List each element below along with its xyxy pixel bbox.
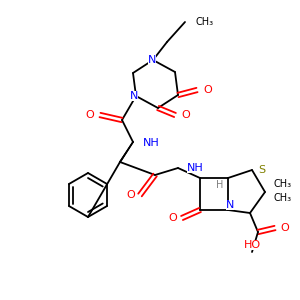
Text: N: N xyxy=(226,200,234,210)
Text: CH₃: CH₃ xyxy=(273,193,291,203)
Text: N: N xyxy=(130,91,138,101)
Text: O: O xyxy=(168,213,177,223)
Text: H: H xyxy=(216,180,224,190)
Text: O: O xyxy=(85,110,94,120)
Text: CH₃: CH₃ xyxy=(273,179,291,189)
Text: NH: NH xyxy=(187,163,204,173)
Text: O: O xyxy=(280,223,289,233)
Text: O: O xyxy=(203,85,212,95)
Text: N: N xyxy=(148,55,156,65)
Text: NH: NH xyxy=(143,138,160,148)
Text: O: O xyxy=(126,190,135,200)
Text: O: O xyxy=(181,110,190,120)
Text: CH₃: CH₃ xyxy=(195,17,213,27)
Text: S: S xyxy=(258,165,265,175)
Text: HO: HO xyxy=(243,240,261,250)
